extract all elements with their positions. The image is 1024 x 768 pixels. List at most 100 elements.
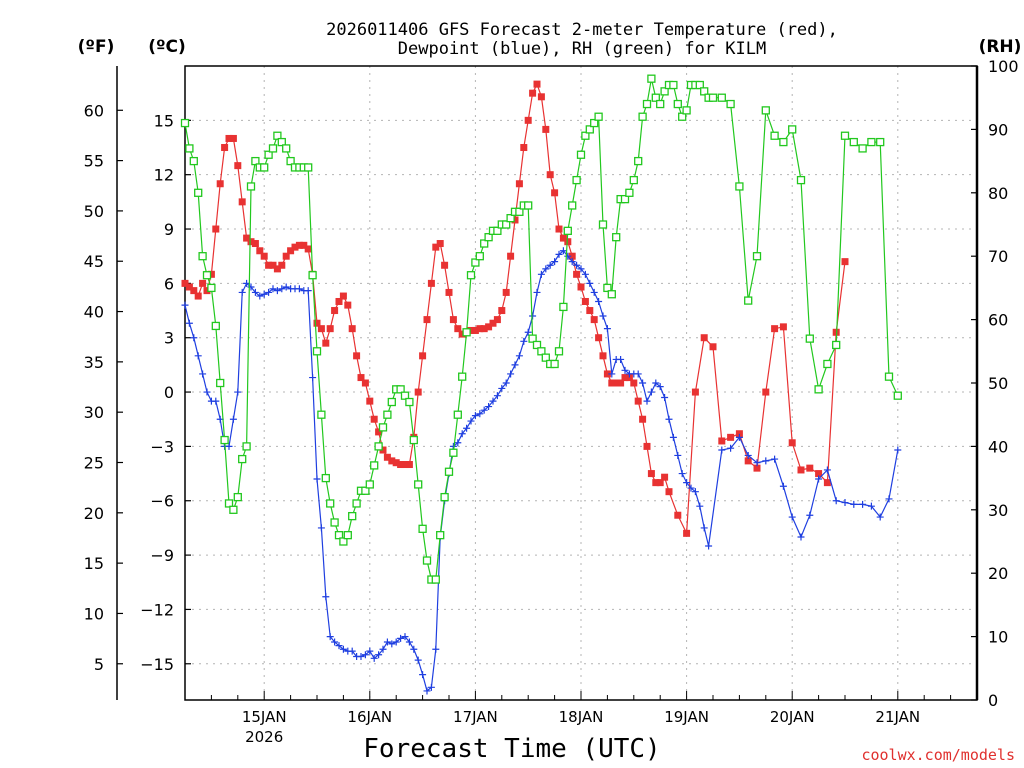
dewpoint-point	[339, 645, 347, 653]
temperature-point	[625, 374, 633, 382]
temperature-point	[419, 352, 427, 360]
dewpoint-point	[265, 288, 273, 296]
temperature-point	[735, 430, 743, 438]
rh-point	[832, 340, 841, 350]
rh-point	[207, 283, 216, 293]
rh-point	[396, 385, 405, 394]
temperature-point	[608, 379, 616, 387]
dewpoint-point	[331, 638, 339, 646]
temperature-point	[779, 323, 787, 331]
temperature-point	[551, 189, 559, 197]
rh-point	[572, 175, 581, 185]
temperature-point	[515, 180, 523, 188]
dewpoint-point	[414, 656, 422, 664]
dewpoint-point	[573, 261, 581, 269]
temperature-point	[612, 379, 620, 387]
dewpoint-point	[533, 288, 541, 296]
dewpoint-point	[454, 439, 462, 447]
rh-point	[634, 156, 643, 166]
temperature-point	[375, 428, 383, 436]
rh-point	[400, 391, 410, 400]
temperature-point	[414, 388, 422, 396]
dewpoint-point	[762, 457, 770, 465]
rh-point	[198, 252, 207, 261]
dewpoint-point	[238, 288, 246, 296]
temperature-point	[617, 379, 625, 387]
dewpoint-point	[665, 415, 673, 423]
temperature-point	[480, 325, 488, 333]
dewpoint-point	[850, 500, 858, 508]
temperature-point	[559, 234, 567, 242]
rh-point	[682, 106, 691, 115]
temperature-point	[273, 265, 281, 273]
temperature-point	[709, 343, 717, 351]
dewpoint-point	[643, 397, 651, 405]
dewpoint-point	[423, 687, 431, 695]
dewpoint-point	[463, 424, 471, 432]
temperature-point	[229, 134, 237, 142]
rh-point	[625, 188, 634, 197]
temperature-point	[524, 116, 532, 124]
dewpoint-point	[753, 459, 761, 467]
rh-point	[656, 99, 665, 109]
temperature-point	[445, 288, 453, 296]
dewpoint-point	[894, 446, 902, 454]
dewpoint-point	[313, 475, 321, 483]
temperature-point	[665, 488, 673, 496]
temperature-point	[331, 307, 339, 315]
celsius-tick-label: −12	[140, 600, 174, 619]
dewpoint-point	[229, 415, 237, 423]
dewpoint-point	[568, 258, 576, 266]
rh-point	[211, 321, 220, 331]
temperature-point	[436, 240, 444, 248]
rh-point	[647, 74, 656, 83]
rh-point	[805, 334, 814, 343]
dewpoint-point	[586, 279, 594, 287]
dewpoint-point	[383, 638, 391, 646]
temperature-point	[278, 261, 286, 269]
temperature-point	[322, 339, 330, 347]
rh-point	[669, 80, 678, 90]
dewpoint-point	[823, 466, 831, 474]
series-layer	[180, 74, 902, 695]
dewpoint-point	[683, 479, 691, 487]
rh-point	[202, 271, 212, 280]
rh-point	[708, 93, 718, 102]
x-tick-label: 18JAN	[559, 708, 604, 726]
temperature-point	[313, 319, 321, 327]
temperature-point	[339, 292, 347, 300]
dewpoint-point	[520, 337, 528, 345]
rh-tick-label: 70	[988, 247, 1008, 266]
rh-point	[370, 461, 379, 470]
fahrenheit-unit-label: (ºF)	[78, 37, 115, 57]
dewpoint-point	[375, 651, 383, 659]
dewpoint-point	[691, 488, 699, 496]
rh-point	[233, 492, 242, 502]
rh-point	[502, 220, 511, 229]
dewpoint-point	[656, 383, 664, 391]
rh-point	[185, 144, 194, 153]
rh-point	[867, 137, 876, 147]
dewpoint-point	[366, 647, 374, 655]
rh-point	[216, 378, 225, 388]
temperature-point	[282, 252, 290, 260]
rh-tick-label: 20	[988, 564, 1008, 583]
dewpoint-point	[771, 455, 779, 463]
dewpoint-point	[493, 392, 501, 400]
temperature-point	[287, 247, 295, 255]
temperature-point	[590, 316, 598, 324]
fahrenheit-tick-label: 40	[84, 303, 104, 322]
dewpoint-point	[269, 285, 277, 293]
fahrenheit-tick-label: 30	[84, 403, 104, 422]
temperature-point	[234, 162, 242, 170]
temperature-point	[661, 473, 669, 481]
temperature-point	[753, 464, 761, 472]
temperature-point	[485, 323, 493, 331]
dewpoint-point	[476, 410, 484, 418]
rh-point	[189, 156, 198, 166]
rh-point	[524, 201, 533, 210]
rh-point	[326, 499, 335, 508]
temperature-point	[269, 261, 277, 269]
rh-point	[246, 182, 256, 191]
rh-point	[651, 93, 660, 102]
